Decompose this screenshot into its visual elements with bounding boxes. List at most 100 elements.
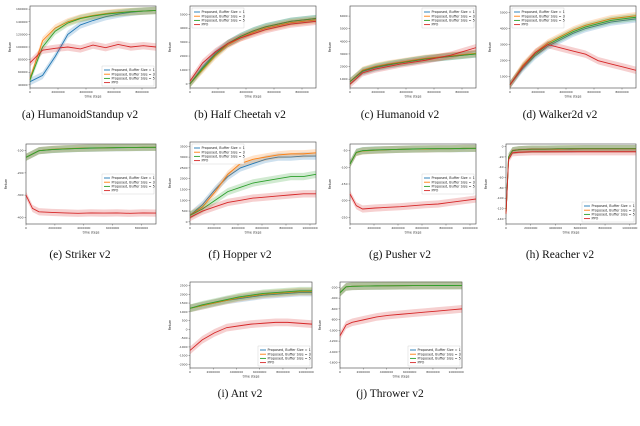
series-band-blue [190,288,312,313]
chart-f: 0 500 1000 1500 2000 2500 3000 3500 0 2000000 4000… [168,141,318,235]
y-tick-label: 2000 [500,59,508,63]
panel-c: 1000 2000 3000 4000 5000 6000 0 2000000 4000000 6… [320,0,480,128]
y-axis-label: Return [328,42,332,53]
x-tick-label: 2000000 [207,370,220,374]
y-axis-label: Return [318,320,322,331]
y-tick-label: 500 [182,209,188,213]
legend-box [421,173,475,195]
y-axis-label: Return [168,320,172,331]
x-tick-label: 2000000 [51,90,64,94]
y-tick-label: 4000 [340,39,348,43]
x-tick-label: 6000000 [106,226,119,230]
y-tick-label: -250 [341,215,348,219]
panel-d: 1000 2000 3000 4000 5000 0 2000000 4000000 60000… [480,0,640,128]
y-tick-label: 2000 [340,65,348,69]
caption-g: (g) Pusher v2 [369,249,431,261]
y-tick-label: 80000 [18,58,28,62]
series-band-orange [30,6,156,83]
y-tick-label: -80 [499,186,504,190]
x-axis-label: time steps [405,231,422,235]
x-axis-label: time steps [405,95,422,99]
legend-label: Proposed, Buffer Size = 1 [202,10,245,14]
chart-c: 1000 2000 3000 4000 5000 6000 0 2000000 4000000 6… [328,5,477,99]
x-tick-label: 0 [349,226,351,230]
series-line-green [29,9,157,80]
y-tick-label: 1000 [340,77,348,81]
x-tick-label: 0 [349,90,351,94]
caption-f: (f) Hopper v2 [208,249,272,261]
legend-label: Proposed, Buffer Size = 1 [522,10,565,14]
x-tick-label: 6000000 [255,226,268,230]
series-line-green [505,148,636,214]
y-axis-label: Return [488,42,492,53]
series-band-red [190,17,316,85]
y-tick-label: 3000 [500,43,508,47]
legend-label: Proposed, Buffer Size = 5 [202,19,245,23]
legend-box [101,173,155,195]
x-tick-label: 10000000 [299,370,314,374]
y-tick-label: -300 [17,193,24,197]
chart-e: -400 -300 -200 -100 0 2000000 4000000 6000000 80… [4,143,157,235]
y-tick-label: -40 [499,165,504,169]
x-tick-label: 6000000 [587,90,600,94]
x-tick-label: 4000000 [380,370,393,374]
legend-label: PPO [202,23,209,27]
x-tick-label: 8000000 [615,90,628,94]
legend-box [257,345,311,367]
y-tick-label: -100 [17,149,24,153]
series-band-orange [26,143,156,161]
y-tick-label: -100 [341,165,348,169]
x-tick-label: 8000000 [426,370,439,374]
series-band-green [190,286,312,313]
y-tick-label: 0 [186,220,188,224]
y-tick-label: -800 [331,318,338,322]
y-tick-label: -1500 [179,354,188,358]
series-line-green [509,16,637,86]
panel-f: 0 500 1000 1500 2000 2500 3000 3500 0 2000000 4000… [160,136,320,268]
x-tick-label: 8000000 [455,90,468,94]
y-tick-label: 160000 [16,7,28,11]
legend-label: PPO [418,361,425,365]
series-band-blue [190,14,316,88]
y-tick-label: -500 [181,336,188,340]
x-tick-label: 2000000 [211,90,224,94]
series-line-red [509,44,637,86]
series-line-red [29,44,157,64]
legend-label: Proposed, Buffer Size = 1 [112,68,155,72]
x-axis-label: time steps [243,375,260,379]
y-tick-label: 3000 [180,40,188,44]
series-band-green [190,14,316,88]
legend-label: PPO [432,23,439,27]
legend-label: PPO [268,361,275,365]
y-tick-label: -140 [497,217,504,221]
panel-j: -1600 -1400 -1200 -1000 -800 -600 -400 -200 0 200… [310,274,470,414]
x-tick-label: 0 [25,226,27,230]
x-tick-label: 6000000 [107,90,120,94]
x-tick-label: 10000000 [449,370,464,374]
chart-h: -140 -120 -100 -80 -60 -40 -20 0 0 2000000 4000000… [484,143,638,235]
chart-g: -250 -200 -150 -100 -50 0 2000000 4000000 600000… [328,143,478,235]
x-tick-label: 10000000 [462,226,477,230]
y-axis-label: Return [168,178,172,189]
series-line-orange [349,52,477,83]
x-tick-label: 2000000 [207,226,220,230]
series-band-blue [350,50,476,86]
legend-box [581,201,635,223]
y-tick-label: -1000 [329,328,338,332]
legend-label: Proposed, Buffer Size = 3 [268,352,311,356]
caption-c: (c) Humanoid v2 [360,109,440,121]
x-tick-label: 2000000 [357,370,370,374]
y-tick-label: -1000 [179,345,188,349]
y-tick-label: 1000 [180,310,188,314]
legend-label: Proposed, Buffer Size = 5 [268,357,311,361]
series-band-orange [510,11,636,89]
chart-d: 1000 2000 3000 4000 5000 0 2000000 4000000 60000… [488,5,637,99]
caption-a: (a) HumanoidStandup v2 [21,109,139,121]
x-tick-label: 6000000 [253,370,266,374]
y-tick-label: 5000 [500,10,508,14]
y-tick-label: 4000 [500,27,508,31]
chart-a: 40000 60000 80000 100000 120000 140000 160000 0… [8,5,157,99]
y-tick-label: -2000 [179,362,188,366]
x-tick-label: 8000000 [439,226,452,230]
series-line-red [349,193,477,210]
